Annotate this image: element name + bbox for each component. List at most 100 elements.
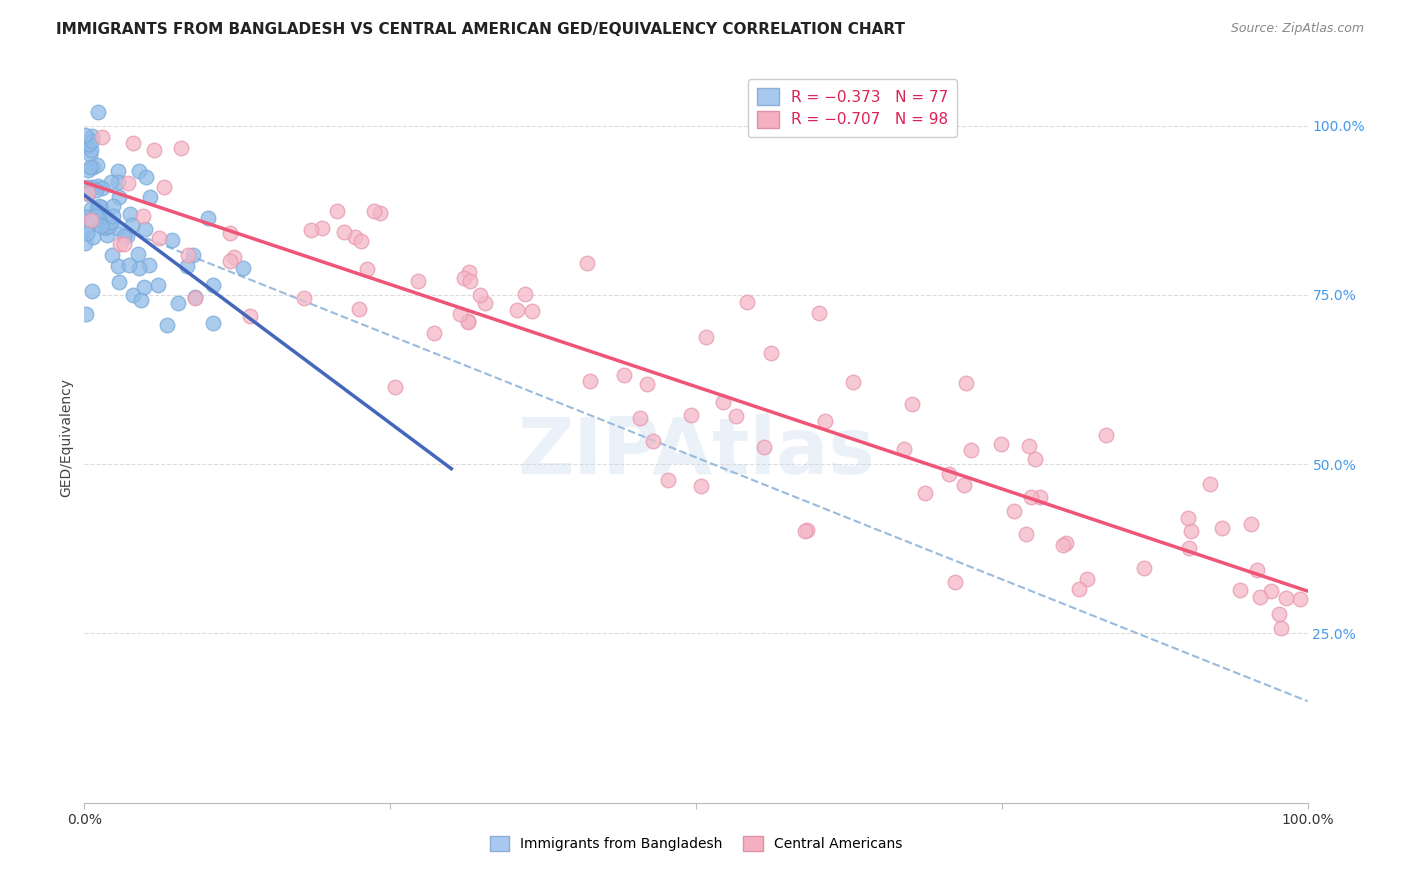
- Point: [86, 183, 108, 197]
- Point: [77, 186, 100, 201]
- Point: [363, 203, 385, 218]
- Point: [110, 237, 132, 252]
- Point: [1246, 563, 1268, 577]
- Point: [901, 397, 924, 411]
- Point: [1177, 511, 1199, 525]
- Point: [96, 227, 118, 242]
- Point: [80, 284, 103, 298]
- Point: [222, 250, 245, 264]
- Point: [79, 202, 101, 216]
- Point: [135, 169, 157, 184]
- Point: [107, 175, 129, 189]
- Point: [86, 212, 108, 227]
- Point: [122, 136, 145, 151]
- Point: [613, 368, 636, 383]
- Point: [79, 160, 101, 174]
- Point: [943, 575, 966, 590]
- Point: [1275, 591, 1298, 605]
- Point: [94, 219, 117, 234]
- Point: [1054, 536, 1077, 550]
- Point: [80, 128, 103, 143]
- Point: [132, 280, 155, 294]
- Point: [117, 176, 139, 190]
- Point: [184, 291, 207, 305]
- Point: [299, 223, 322, 237]
- Point: [218, 254, 240, 268]
- Point: [132, 209, 155, 223]
- Point: [112, 228, 135, 243]
- Point: [406, 274, 429, 288]
- Point: [82, 134, 104, 148]
- Point: [79, 147, 101, 161]
- Point: [118, 258, 141, 272]
- Point: [679, 408, 702, 422]
- Point: [121, 288, 143, 302]
- Point: [86, 105, 108, 120]
- Point: [690, 479, 713, 493]
- Point: [219, 226, 242, 240]
- Point: [77, 136, 100, 151]
- Point: [177, 247, 200, 261]
- Point: [86, 201, 108, 215]
- Point: [953, 477, 976, 491]
- Point: [128, 247, 150, 261]
- Point: [695, 330, 717, 344]
- Point: [735, 295, 758, 310]
- Point: [1052, 537, 1074, 551]
- Point: [1029, 490, 1052, 504]
- Point: [128, 260, 150, 275]
- Point: [82, 161, 104, 175]
- Point: [761, 345, 783, 359]
- Point: [105, 220, 128, 235]
- Point: [311, 221, 333, 235]
- Point: [470, 288, 492, 302]
- Point: [176, 259, 198, 273]
- Point: [98, 219, 121, 234]
- Point: [1076, 573, 1098, 587]
- Point: [82, 214, 104, 228]
- Point: [86, 158, 108, 172]
- Point: [711, 395, 734, 409]
- Point: [807, 306, 830, 320]
- Point: [458, 274, 481, 288]
- Point: [90, 200, 112, 214]
- Point: [893, 442, 915, 457]
- Point: [87, 199, 110, 213]
- Point: [1024, 451, 1046, 466]
- Point: [349, 234, 371, 248]
- Point: [1019, 490, 1042, 504]
- Point: [1239, 516, 1261, 531]
- Point: [75, 210, 97, 224]
- Point: [107, 190, 129, 204]
- Point: [628, 411, 651, 425]
- Point: [1178, 541, 1201, 556]
- Point: [121, 218, 143, 232]
- Point: [1018, 439, 1040, 453]
- Point: [146, 278, 169, 293]
- Point: [80, 143, 103, 157]
- Point: [76, 139, 98, 153]
- Point: [1267, 607, 1289, 622]
- Point: [84, 209, 107, 223]
- Point: [128, 164, 150, 178]
- Point: [513, 286, 536, 301]
- Point: [101, 209, 124, 223]
- Text: ZIPAtlas: ZIPAtlas: [517, 414, 875, 490]
- Point: [90, 130, 112, 145]
- Point: [423, 326, 446, 341]
- Point: [1067, 582, 1090, 597]
- Point: [76, 180, 98, 194]
- Point: [134, 222, 156, 236]
- Point: [356, 262, 378, 277]
- Point: [458, 265, 481, 279]
- Point: [657, 474, 679, 488]
- Point: [100, 248, 122, 262]
- Point: [75, 235, 97, 250]
- Point: [170, 141, 193, 155]
- Point: [103, 199, 125, 213]
- Point: [575, 256, 598, 270]
- Point: [1211, 521, 1233, 535]
- Point: [938, 467, 960, 481]
- Point: [90, 219, 112, 233]
- Point: [1229, 582, 1251, 597]
